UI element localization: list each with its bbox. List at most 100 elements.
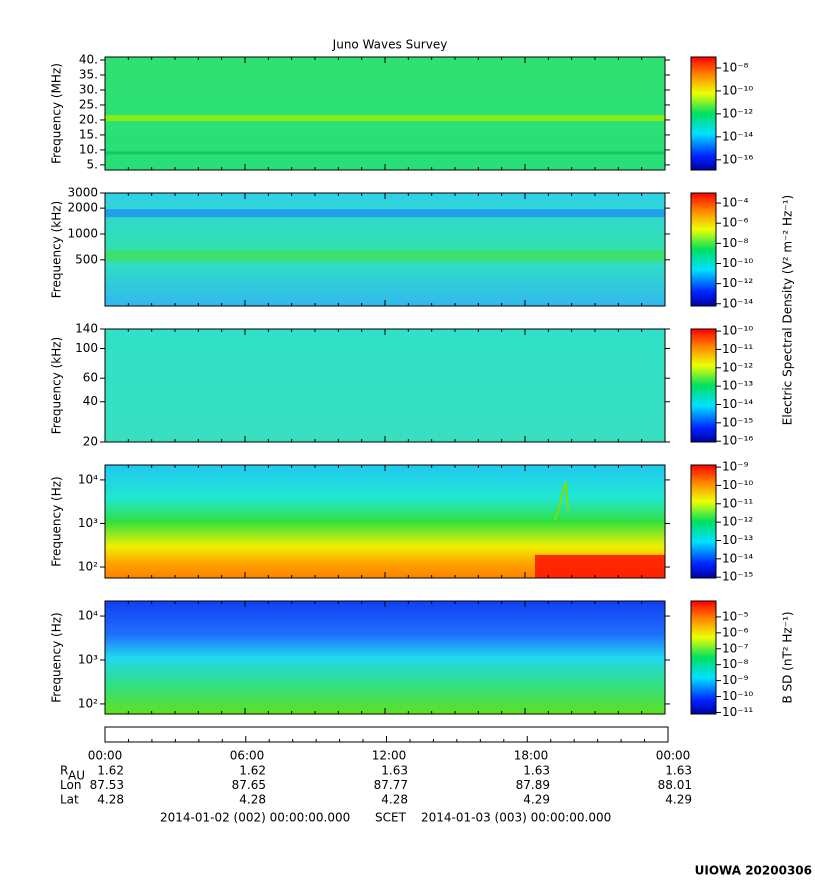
y-tick-label: 10³	[78, 652, 98, 666]
ephemeris-value: 87.65	[232, 778, 266, 792]
colorbar-tick-label: 10⁻¹²	[722, 276, 753, 290]
y-tick-label: 500	[75, 252, 98, 266]
colorbar-tick-label: 10⁻⁹	[722, 460, 749, 474]
ephemeris-value: 1.62	[97, 764, 124, 778]
credit: UIOWA 20200306	[695, 864, 812, 878]
colorbar-tick-label: 10⁻¹⁵	[722, 415, 753, 429]
ephemeris-value: 4.28	[97, 793, 124, 807]
colorbar-tick-label: 10⁻¹²	[722, 360, 753, 374]
colorbar-tick-label: 10⁻⁸	[722, 60, 749, 74]
time-tick-label: 00:00	[656, 749, 691, 763]
time-tick-label: 12:00	[372, 749, 407, 763]
ephemeris-value: 87.89	[516, 778, 550, 792]
ephemeris-value: 4.29	[523, 793, 550, 807]
colorbar-tick-label: 10⁻¹¹	[722, 342, 753, 356]
y-tick-label: 20	[83, 435, 98, 449]
colorbar-tick-label: 10⁻¹⁶	[722, 152, 753, 166]
y-tick-label: 35.	[79, 67, 98, 81]
colorbar-tick-label: 10⁻¹⁰	[722, 689, 753, 703]
colorbar-tick-label: 10⁻¹⁰	[722, 324, 753, 338]
footer-middle: SCET	[375, 811, 407, 825]
y-tick-label: 20.	[79, 112, 98, 126]
y-tick-label: 25.	[79, 97, 98, 111]
colorbar	[691, 465, 716, 578]
emission-band	[105, 249, 665, 262]
colorbar-tick-label: 10⁻⁶	[722, 625, 749, 639]
colorbar-tick-label: 10⁻⁵	[722, 609, 749, 623]
time-tick-label: 18:00	[514, 749, 549, 763]
colorbar-tick-label: 10⁻¹⁶	[722, 434, 753, 448]
y-tick-label: 10⁴	[78, 609, 98, 623]
y-axis-label: Frequency (Hz)	[50, 476, 64, 567]
emission-burst	[554, 481, 569, 521]
y-tick-label: 10²	[78, 560, 98, 574]
y-tick-label: 30.	[79, 82, 98, 96]
colorbar-tick-label: 10⁻⁸	[722, 236, 749, 250]
y-tick-label: 5.	[87, 157, 98, 171]
y-tick-label: 10.	[79, 142, 98, 156]
colorbar	[691, 57, 716, 170]
emission-band	[105, 209, 665, 218]
ephemeris-value: 1.63	[381, 764, 408, 778]
ephemeris-value: 87.77	[374, 778, 408, 792]
y-tick-label: 2000	[67, 201, 98, 215]
title: Juno Waves Survey	[332, 38, 448, 52]
colorbar-tick-label: 10⁻¹³	[722, 379, 753, 393]
ephemeris-label: Lat	[60, 793, 79, 807]
ephemeris-value: 88.01	[658, 778, 692, 792]
y-tick-label: 10³	[78, 516, 98, 530]
ephemeris-value: 1.62	[239, 764, 266, 778]
colorbar-frame	[690, 464, 717, 579]
colorbar-tick-label: 10⁻¹⁵	[722, 570, 753, 584]
ephemeris-label: Lon	[60, 778, 81, 792]
y-tick-label: 100	[75, 341, 98, 355]
emission-band	[105, 115, 665, 122]
time-tick-label: 00:00	[88, 749, 123, 763]
spectrogram	[105, 601, 665, 714]
y-tick-label: 10²	[78, 696, 98, 710]
colorbar	[691, 329, 716, 442]
colorbar-tick-label: 10⁻¹⁴	[722, 397, 753, 411]
colorbar-tick-label: 10⁻¹⁴	[722, 296, 753, 310]
colorbar-frame	[690, 600, 717, 715]
colorbar-tick-label: 10⁻¹⁰	[722, 478, 753, 492]
colorbar	[691, 601, 716, 714]
emission-band	[105, 151, 665, 155]
colorbar-tick-label: 10⁻¹⁰	[722, 83, 753, 97]
y-axis-label: Frequency (kHz)	[50, 337, 64, 434]
colorbar-tick-label: 10⁻⁶	[722, 216, 749, 230]
colorbar-tick-label: 10⁻⁷	[722, 641, 749, 655]
y-tick-label: 40.	[79, 52, 98, 66]
colorbar	[691, 193, 716, 306]
time-tick-label: 06:00	[230, 749, 265, 763]
colorbar-frame	[690, 328, 717, 443]
ephemeris-label: R	[60, 764, 68, 778]
ephemeris-value: 4.29	[665, 793, 692, 807]
y-axis-label: Frequency (Hz)	[50, 612, 64, 703]
spectrogram	[105, 329, 665, 442]
colorbar-tick-label: 10⁻¹²	[722, 515, 753, 529]
ephemeris-value: 1.63	[665, 764, 692, 778]
y-axis-label: Frequency (MHz)	[50, 63, 64, 164]
y-tick-label: 1000	[67, 226, 98, 240]
colorbar-tick-label: 10⁻¹¹	[722, 496, 753, 510]
y-tick-label: 40	[83, 394, 98, 408]
colorbar-tick-label: 10⁻¹²	[722, 106, 753, 120]
colorbar-label: B SD (nT² Hz⁻¹)	[781, 611, 795, 703]
ephemeris-value: 4.28	[381, 793, 408, 807]
spectrogram	[105, 57, 665, 170]
colorbar-tick-label: 10⁻¹⁴	[722, 551, 753, 565]
ephemeris-value: 1.63	[523, 764, 550, 778]
colorbar-frame	[690, 192, 717, 307]
footer-start: 2014-01-02 (002) 00:00:00.000	[160, 811, 350, 825]
emission-patch	[535, 554, 665, 578]
colorbar-tick-label: 10⁻¹⁴	[722, 129, 753, 143]
y-tick-label: 10⁴	[78, 472, 98, 486]
footer-end: 2014-01-03 (003) 00:00:00.000	[421, 811, 611, 825]
ephemeris-sub: AU	[68, 769, 85, 783]
colorbar-tick-label: 10⁻⁴	[722, 196, 749, 210]
y-tick-label: 140	[75, 322, 98, 336]
colorbar-tick-label: 10⁻⁹	[722, 673, 749, 687]
colorbar-tick-label: 10⁻⁸	[722, 657, 749, 671]
y-tick-label: 60	[83, 371, 98, 385]
